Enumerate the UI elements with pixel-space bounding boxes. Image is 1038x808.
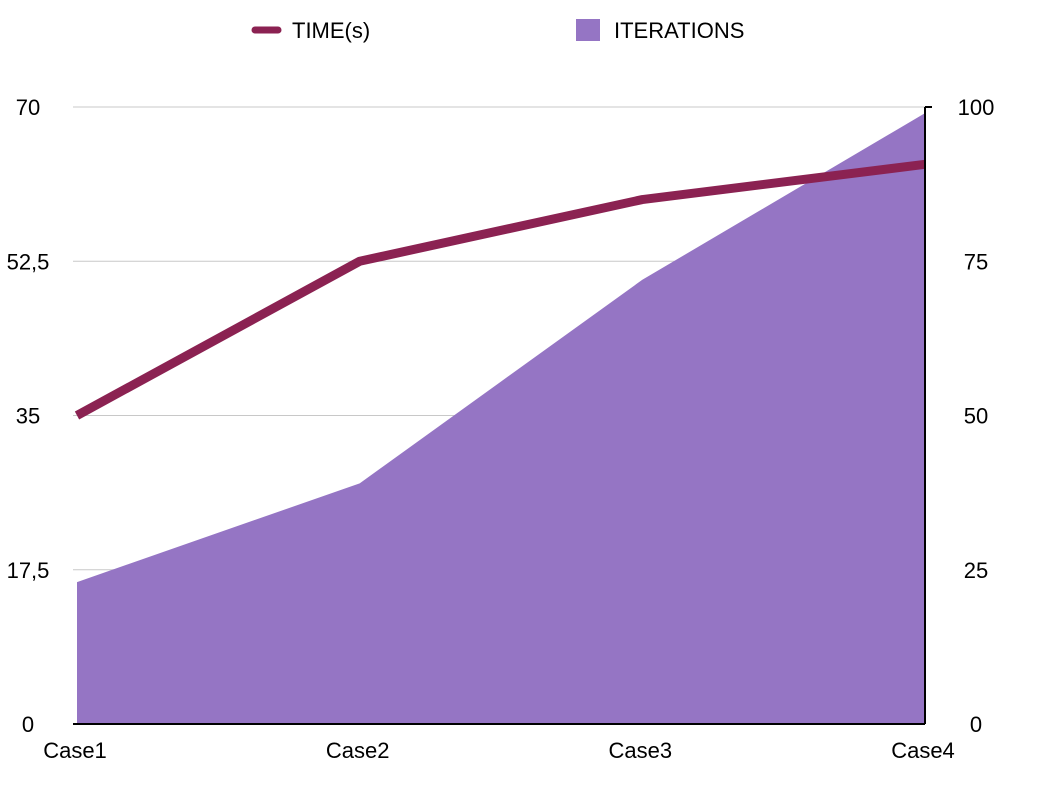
right-tick-label: 75 [964,249,988,274]
legend-item-iterations[interactable]: ITERATIONS [576,18,744,43]
iterations-area-layer [77,113,925,725]
left-tick-label: 0 [22,712,34,737]
left-axis-ticks: 0 17,5 35 52,5 70 [7,95,50,737]
x-tick-label: Case4 [891,738,955,763]
time-line-layer [74,159,926,420]
legend-area-swatch [576,19,600,41]
legend: TIME(s) ITERATIONS [251,18,744,43]
right-tick-label: 25 [964,558,988,583]
right-axis-ticks: 0 25 50 75 100 [958,95,995,737]
legend-label-time: TIME(s) [292,18,370,43]
right-tick-label: 50 [964,404,988,429]
left-tick-label: 17,5 [7,558,50,583]
legend-item-time[interactable]: TIME(s) [251,18,370,43]
left-tick-label: 52,5 [7,249,50,274]
x-tick-label: Case1 [43,738,107,763]
axes [73,106,932,725]
x-tick-label: Case2 [326,738,390,763]
right-tick-label: 0 [970,712,982,737]
left-tick-label: 70 [16,95,40,120]
legend-label-iterations: ITERATIONS [614,18,744,43]
left-tick-label: 35 [16,404,40,429]
right-tick-label: 100 [958,95,995,120]
iterations-area[interactable] [77,113,925,725]
x-axis-ticks: Case1 Case2 Case3 Case4 [43,738,955,763]
time-line[interactable] [74,159,926,420]
x-tick-label: Case3 [609,738,673,763]
